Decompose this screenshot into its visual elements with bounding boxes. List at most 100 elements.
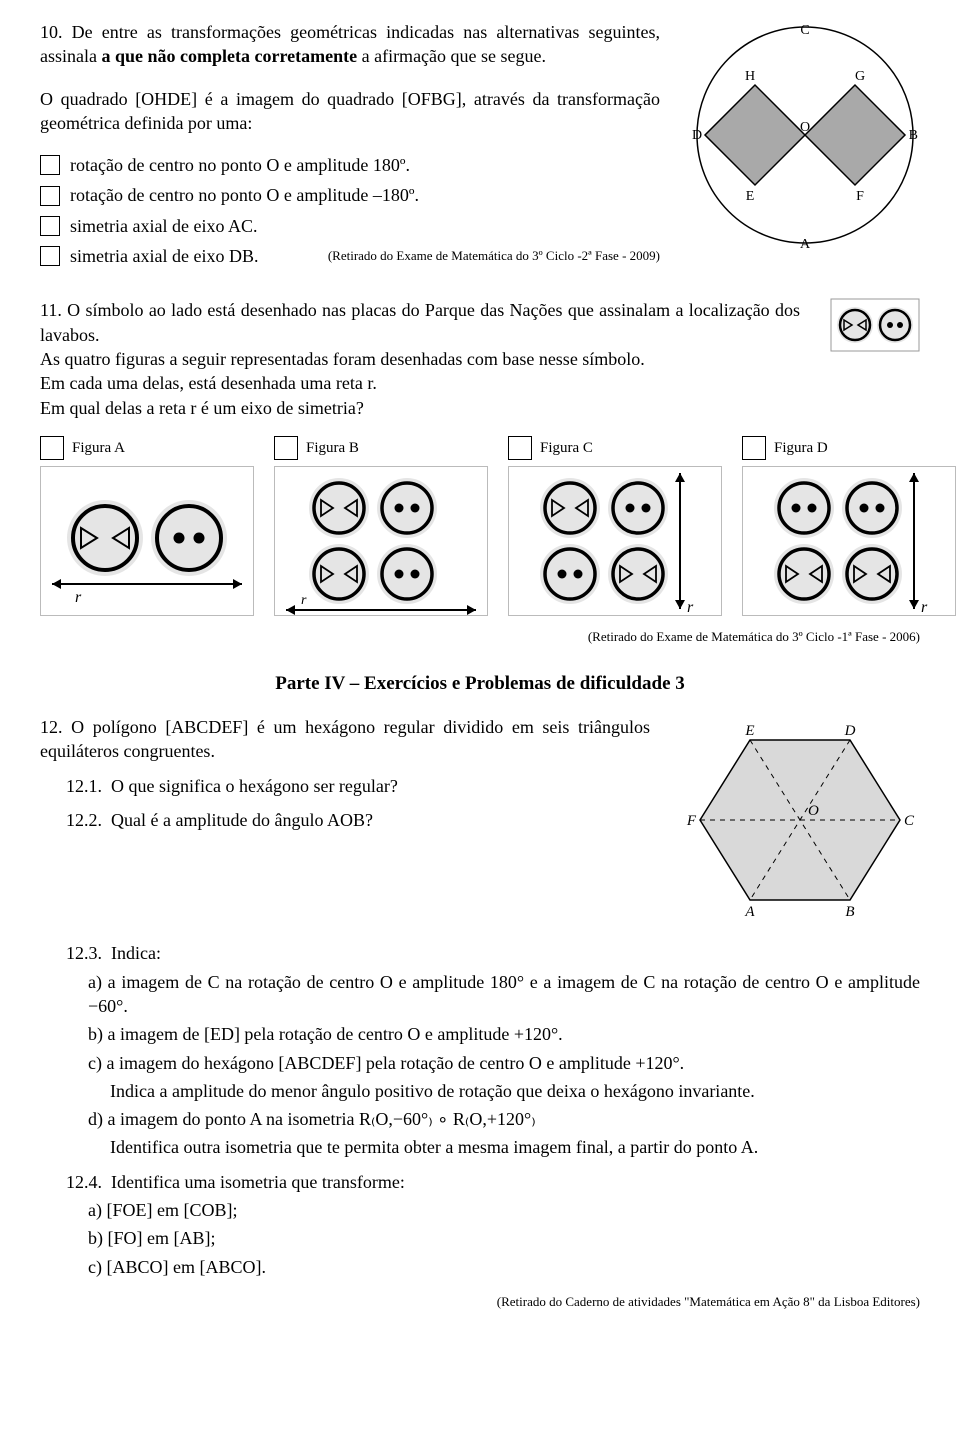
fig-a-svg: r <box>47 466 247 616</box>
hex-label-F: F <box>686 813 697 829</box>
question-10-option-c: simetria axial de eixo AC. <box>40 214 660 238</box>
question-10-statement: 10. De entre as transformações geométric… <box>40 20 660 69</box>
label-H: H <box>745 69 755 84</box>
question-11-text-col: 11. O símbolo ao lado está desenhado nas… <box>40 298 800 419</box>
question-11-line3: Em cada uma delas, está desenhada uma re… <box>40 371 800 395</box>
checkbox-icon[interactable] <box>40 155 60 175</box>
q12-3-d: d) a imagem do ponto A na isometria R₍O,… <box>88 1107 920 1131</box>
label-D: D <box>692 128 702 143</box>
checkbox-icon[interactable] <box>40 186 60 206</box>
hex-label-O: O <box>808 803 819 819</box>
q12-3: 12.3. Indica: <box>66 941 920 965</box>
question-10-option-a: rotação de centro no ponto O e amplitude… <box>40 153 660 177</box>
question-11-line2: As quatro figuras a seguir representadas… <box>40 347 800 371</box>
checkbox-icon[interactable] <box>742 436 766 460</box>
question-12-row: 12. O polígono [ABCDEF] é um hexágono re… <box>40 715 920 931</box>
question-11-line1: O símbolo ao lado está desenhado nas pla… <box>40 300 800 344</box>
question-10-row: 10. De entre as transformações geométric… <box>40 20 920 274</box>
question-10-option-b: rotação de centro no ponto O e amplitude… <box>40 183 660 207</box>
option-label: simetria axial de eixo DB. <box>70 244 258 268</box>
fig-b-label: Figura B <box>306 438 359 458</box>
hex-label-E: E <box>744 723 754 739</box>
question-12-statement: 12. O polígono [ABCDEF] é um hexágono re… <box>40 715 650 764</box>
q12-3-items: a) a imagem de C na rotação de centro O … <box>88 970 920 1160</box>
checkbox-icon[interactable] <box>274 436 298 460</box>
fig-b-svg: r <box>281 466 481 616</box>
question-10-text-col: 10. De entre as transformações geométric… <box>40 20 660 274</box>
question-10-text-2: a afirmação que se segue. <box>357 46 546 66</box>
q12-2: 12.2. Qual é a amplitude do ângulo AOB? <box>66 808 650 832</box>
question-11-line4: Em qual delas a reta r é um eixo de sime… <box>40 396 800 420</box>
q12-4-items: a) [FOE] em [COB]; b) [FO] em [AB]; c) [… <box>88 1198 920 1279</box>
fig-c-label: Figura C <box>540 438 593 458</box>
q12-4-b: b) [FO] em [AB]; <box>88 1226 920 1250</box>
q12-2-text: Qual é a amplitude do ângulo AOB? <box>111 810 373 830</box>
hex-label-D: D <box>844 723 856 739</box>
hex-label-B: B <box>845 904 854 920</box>
label-B: B <box>909 128 918 143</box>
r-label: r <box>921 599 928 616</box>
r-label: r <box>301 593 307 608</box>
question-10-number: 10. <box>40 22 63 42</box>
fig-d-col: Figura D <box>742 436 956 616</box>
label-E: E <box>746 189 755 204</box>
fig-a-col: Figura A r <box>40 436 254 616</box>
question-12-number: 12. <box>40 717 63 737</box>
option-label: rotação de centro no ponto O e amplitude… <box>70 183 419 207</box>
q12-4-a: a) [FOE] em [COB]; <box>88 1198 920 1222</box>
q12-4: 12.4. Identifica uma isometria que trans… <box>66 1170 920 1194</box>
hex-label-C: C <box>904 813 915 829</box>
q12-3-c2: Indica a amplitude do menor ângulo posit… <box>110 1079 920 1103</box>
checkbox-icon[interactable] <box>40 216 60 236</box>
fig-c-svg: r <box>515 466 715 616</box>
fig-a-label: Figura A <box>72 438 125 458</box>
q12-1-text: O que significa o hexágono ser regular? <box>111 776 398 796</box>
fig-c-col: Figura C <box>508 436 722 616</box>
q12-3-b: b) a imagem de [ED] pela rotação de cent… <box>88 1022 920 1046</box>
q12-3-num: 12.3. <box>66 943 102 963</box>
question-10-figure: C H G D O B E F A <box>690 20 920 274</box>
checkbox-icon[interactable] <box>40 246 60 266</box>
hex-label-A: A <box>744 904 755 920</box>
fig-d-svg: r <box>749 466 949 616</box>
r-label: r <box>687 599 694 616</box>
question-10-option-d: simetria axial de eixo DB. (Retirado do … <box>40 244 660 268</box>
question-12-introA: O polígono <box>71 717 165 737</box>
label-A: A <box>800 237 811 250</box>
option-label: simetria axial de eixo AC. <box>70 214 257 238</box>
question-10-bold: a que não completa corretamente <box>101 46 357 66</box>
hexagon-svg: E D C B A F O <box>680 715 920 925</box>
question-12-poly: [ABCDEF] <box>165 717 248 737</box>
checkbox-icon[interactable] <box>40 436 64 460</box>
q12-3-c: c) a imagem do hexágono [ABCDEF] pela ro… <box>88 1051 920 1075</box>
question-12-text-col: 12. O polígono [ABCDEF] é um hexágono re… <box>40 715 650 931</box>
q12-3-text: Indica: <box>111 943 161 963</box>
q12-1: 12.1. O que significa o hexágono ser reg… <box>66 774 650 798</box>
question-12-reference: (Retirado do Caderno de atividades "Mate… <box>40 1293 920 1311</box>
question-11-statement: 11. O símbolo ao lado está desenhado nas… <box>40 298 800 347</box>
label-C: C <box>800 23 809 38</box>
fig-b-col: Figura B <box>274 436 488 616</box>
question-10-options: rotação de centro no ponto O e amplitude… <box>40 153 660 268</box>
question-11-number: 11. <box>40 300 62 320</box>
label-O: O <box>800 120 810 135</box>
q10-svg: C H G D O B E F A <box>690 20 920 250</box>
question-11-symbol <box>830 298 920 419</box>
page: 10. De entre as transformações geométric… <box>20 0 940 1350</box>
q12-4-num: 12.4. <box>66 1172 102 1192</box>
checkbox-icon[interactable] <box>508 436 532 460</box>
q12-4-text: Identifica uma isometria que transforme: <box>111 1172 405 1192</box>
label-F: F <box>856 189 864 204</box>
question-10-intro: O quadrado [OHDE] é a imagem do quadrado… <box>40 87 660 136</box>
section-title: Parte IV – Exercícios e Problemas de dif… <box>40 671 920 697</box>
symbol-svg <box>830 298 920 352</box>
q12-3-a: a) a imagem de C na rotação de centro O … <box>88 970 920 1019</box>
r-label: r <box>75 589 82 606</box>
question-11-row: 11. O símbolo ao lado está desenhado nas… <box>40 298 920 419</box>
question-10-reference: (Retirado do Exame de Matemática do 3º C… <box>328 247 660 265</box>
fig-d-label: Figura D <box>774 438 828 458</box>
q12-1-num: 12.1. <box>66 776 102 796</box>
question-11-figures: Figura A r <box>40 436 920 616</box>
q12-3-d2: Identifica outra isometria que te permit… <box>110 1135 920 1159</box>
q12-2-num: 12.2. <box>66 810 102 830</box>
